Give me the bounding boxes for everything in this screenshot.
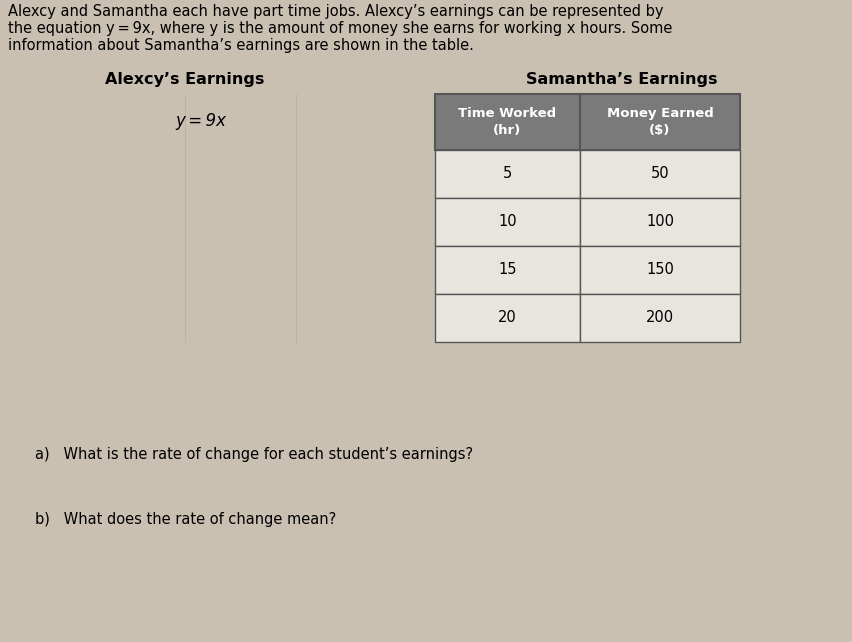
Text: y = 9x: y = 9x (175, 112, 226, 130)
Bar (435, 94, 580, 150)
Text: 20: 20 (498, 311, 517, 325)
Text: a)   What is the rate of change for each student’s earnings?: a) What is the rate of change for each s… (35, 447, 473, 462)
Text: 50: 50 (651, 166, 670, 182)
Bar (580, 294, 740, 342)
Text: Money Earned
($): Money Earned ($) (607, 107, 713, 137)
Bar (580, 246, 740, 294)
Text: 150: 150 (646, 263, 674, 277)
Text: 100: 100 (646, 214, 674, 229)
Text: 200: 200 (646, 311, 674, 325)
Bar (435, 150, 580, 198)
Text: information about Samantha’s earnings are shown in the table.: information about Samantha’s earnings ar… (8, 38, 474, 53)
Text: 10: 10 (498, 214, 517, 229)
Bar (580, 150, 740, 198)
Bar (580, 94, 740, 150)
Text: b)   What does the rate of change mean?: b) What does the rate of change mean? (35, 512, 337, 527)
Text: the equation y = 9x, where y is the amount of money she earns for working x hour: the equation y = 9x, where y is the amou… (8, 21, 672, 36)
Text: Alexcy’s Earnings: Alexcy’s Earnings (106, 72, 265, 87)
Text: Samantha’s Earnings: Samantha’s Earnings (527, 72, 717, 87)
Bar (580, 198, 740, 246)
Text: 15: 15 (498, 263, 517, 277)
Bar (435, 198, 580, 246)
Bar (55, 94, 425, 342)
Bar (435, 246, 580, 294)
Text: Alexcy and Samantha each have part time jobs. Alexcy’s earnings can be represent: Alexcy and Samantha each have part time … (8, 4, 664, 19)
Text: Time Worked
(hr): Time Worked (hr) (458, 107, 556, 137)
Bar (435, 294, 580, 342)
Text: 5: 5 (503, 166, 512, 182)
